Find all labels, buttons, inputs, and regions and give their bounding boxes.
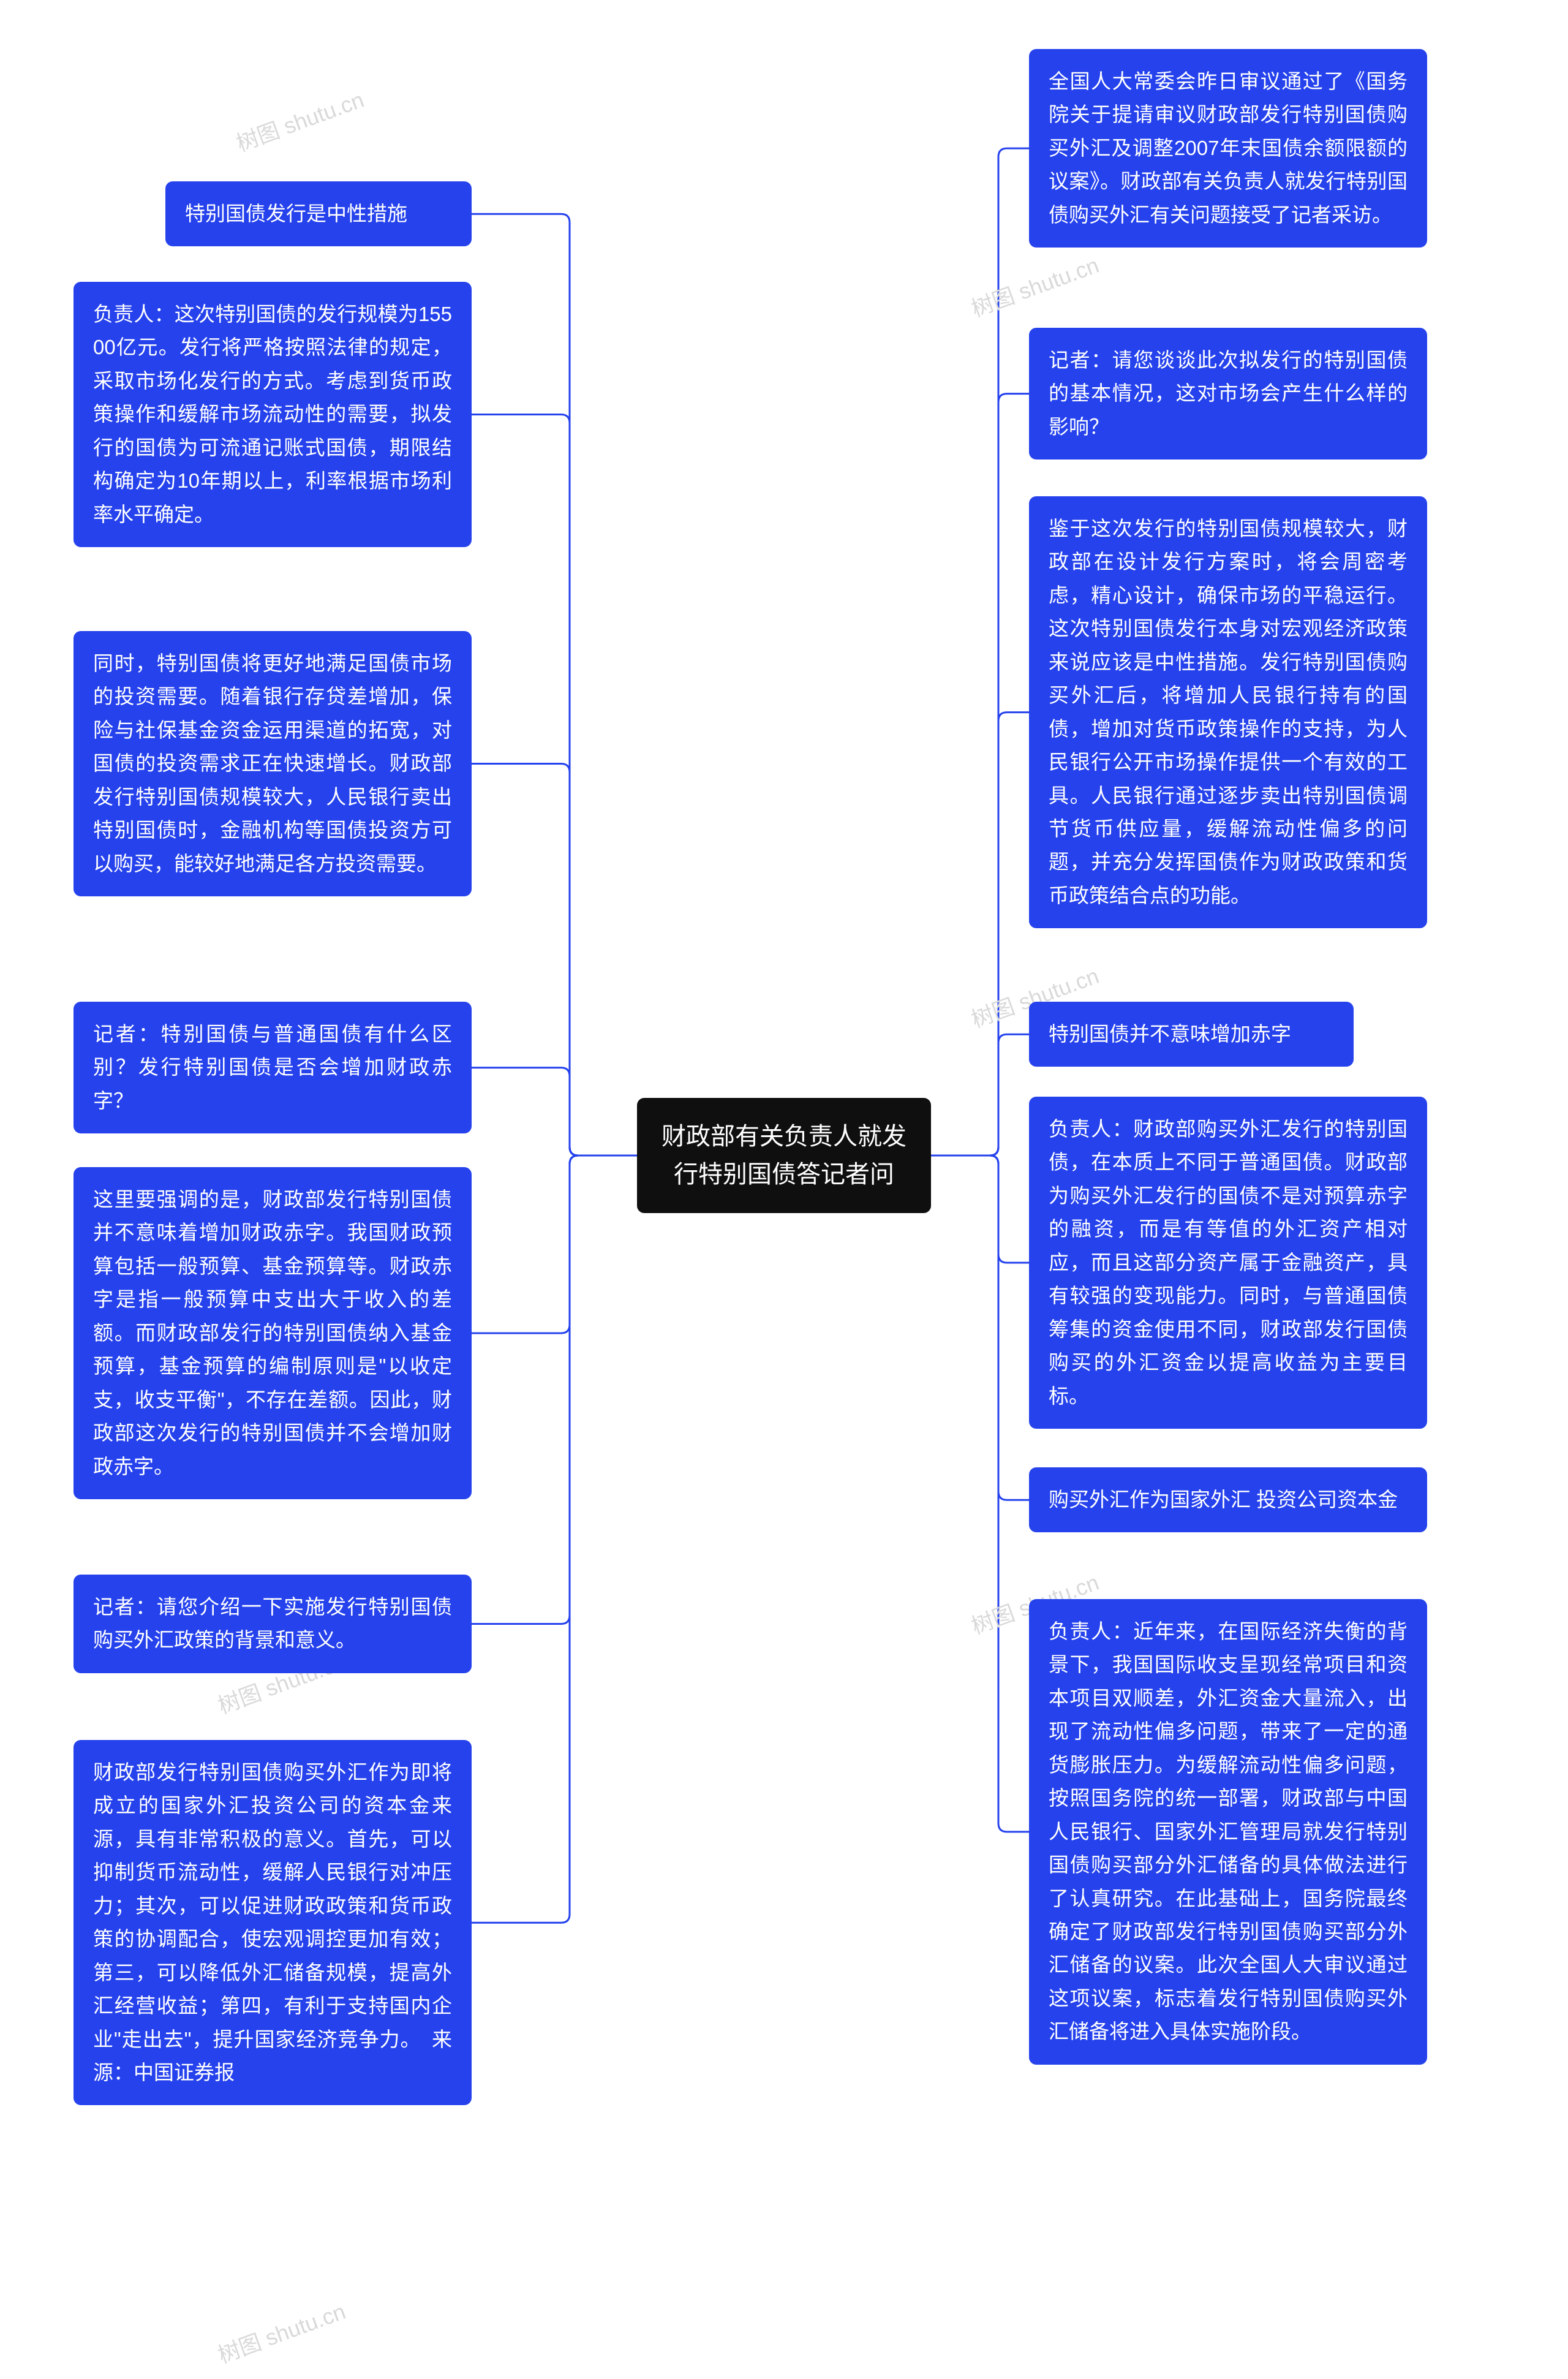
watermark: 树图 shutu.cn bbox=[213, 2294, 350, 2369]
left-node: 记者：请您介绍一下实施发行特别国债购买外汇政策的背景和意义。 bbox=[74, 1575, 472, 1673]
central-topic: 财政部有关负责人就发行特别国债答记者问 bbox=[637, 1098, 931, 1213]
left-node: 记者：特别国债与普通国债有什么区别？发行特别国债是否会增加财政赤字？ bbox=[74, 1002, 472, 1133]
left-node: 负责人：这次特别国债的发行规模为15500亿元。发行将严格按照法律的规定，采取市… bbox=[74, 282, 472, 547]
right-node: 鉴于这次发行的特别国债规模较大，财政部在设计发行方案时，将会周密考虑，精心设计，… bbox=[1029, 496, 1427, 928]
left-node: 财政部发行特别国债购买外汇作为即将成立的国家外汇投资公司的资本金来源，具有非常积… bbox=[74, 1740, 472, 2105]
right-node: 负责人：近年来，在国际经济失衡的背景下，我国国际收支呈现经常项目和资本项目双顺差… bbox=[1029, 1599, 1427, 2065]
central-text: 财政部有关负责人就发行特别国债答记者问 bbox=[662, 1123, 907, 1188]
right-node: 购买外汇作为国家外汇 投资公司资本金 bbox=[1029, 1467, 1427, 1532]
left-node: 同时，特别国债将更好地满足国债市场的投资需要。随着银行存贷差增加，保险与社保基金… bbox=[74, 631, 472, 896]
right-node: 记者：请您谈谈此次拟发行的特别国债的基本情况，这对市场会产生什么样的影响？ bbox=[1029, 328, 1427, 460]
right-node: 负责人：财政部购买外汇发行的特别国债，在本质上不同于普通国债。财政部为购买外汇发… bbox=[1029, 1097, 1427, 1429]
watermark: 树图 shutu.cn bbox=[232, 82, 368, 157]
left-node: 特别国债发行是中性措施 bbox=[165, 181, 472, 246]
watermark: 树图 shutu.cn bbox=[967, 248, 1103, 323]
right-node: 特别国债并不意味增加赤字 bbox=[1029, 1002, 1354, 1067]
left-node: 这里要强调的是，财政部发行特别国债并不意味着增加财政赤字。我国财政预算包括一般预… bbox=[74, 1167, 472, 1499]
right-node: 全国人大常委会昨日审议通过了《国务院关于提请审议财政部发行特别国债购买外汇及调整… bbox=[1029, 49, 1427, 248]
